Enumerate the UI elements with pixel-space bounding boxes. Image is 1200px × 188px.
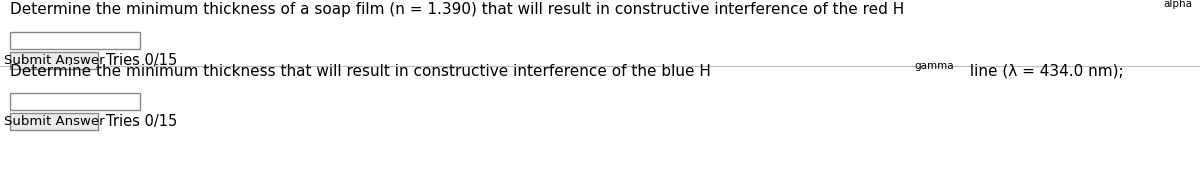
Text: Determine the minimum thickness of a soap film (n = 1.390) that will result in c: Determine the minimum thickness of a soa… — [10, 2, 905, 17]
FancyBboxPatch shape — [10, 113, 98, 130]
FancyBboxPatch shape — [10, 93, 140, 110]
Text: alpha: alpha — [1164, 0, 1193, 9]
Text: line (λ = 434.0 nm);: line (λ = 434.0 nm); — [966, 64, 1124, 79]
Text: Tries 0/15: Tries 0/15 — [106, 53, 178, 68]
Text: Determine the minimum thickness that will result in constructive interference of: Determine the minimum thickness that wil… — [10, 64, 710, 79]
Text: Tries 0/15: Tries 0/15 — [106, 114, 178, 129]
FancyBboxPatch shape — [10, 52, 98, 69]
Text: Submit Answer: Submit Answer — [4, 54, 104, 67]
Text: gamma: gamma — [914, 61, 954, 71]
FancyBboxPatch shape — [10, 32, 140, 49]
Text: Submit Answer: Submit Answer — [4, 115, 104, 128]
